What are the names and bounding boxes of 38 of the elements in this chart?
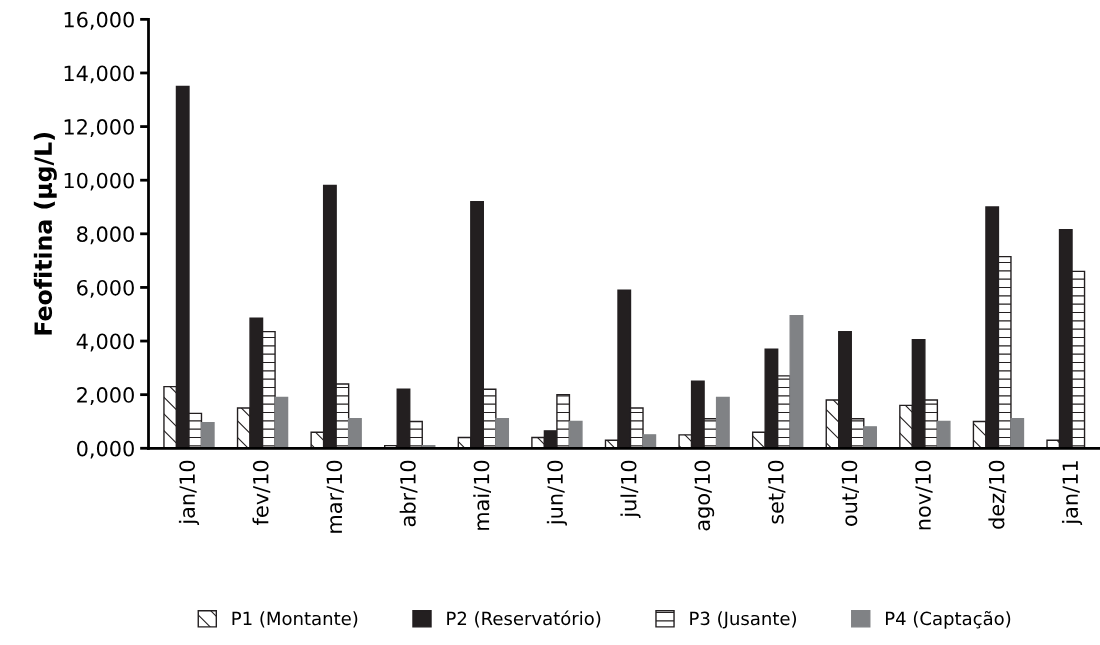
bar xyxy=(200,422,215,449)
legend-label: P3 (Jusante) xyxy=(690,611,797,629)
legend-label: P2 (Reservatório) xyxy=(447,610,601,628)
x-tick-label: abr/10 xyxy=(399,460,418,527)
x-tick-label: dez/10 xyxy=(988,460,1007,529)
y-tick-label: 16,000 xyxy=(64,11,134,30)
x-tick-label: jan/11 xyxy=(1061,461,1083,526)
y-tick-label: 2,000 xyxy=(77,387,134,405)
bar xyxy=(642,434,657,449)
y-tick-label: 0,000 xyxy=(77,440,134,459)
y-axis-title: Feofitina (µg/L) xyxy=(33,133,57,335)
bar xyxy=(274,396,289,449)
x-tick-label: set/10 xyxy=(767,460,786,524)
bar xyxy=(568,420,583,449)
y-tick-label: 10,000 xyxy=(64,172,134,191)
y-tick-label: 6,000 xyxy=(77,279,134,298)
bar xyxy=(347,418,362,449)
bar xyxy=(863,426,877,449)
x-tick-label: ago/10 xyxy=(694,460,715,531)
bar xyxy=(1010,418,1025,449)
y-tick-label: 4,000 xyxy=(76,333,134,352)
x-tick-label: mar/10 xyxy=(326,460,344,533)
legend-label: P4 (Captação) xyxy=(885,610,1011,629)
y-tick-label: 12,000 xyxy=(64,119,134,137)
bar xyxy=(495,418,510,449)
x-tick-label: nov/10 xyxy=(915,460,933,530)
x-tick-label: out/10 xyxy=(841,460,859,526)
y-tick-label: 8,000 xyxy=(77,226,134,245)
x-tick-label: mai/10 xyxy=(473,460,492,530)
y-tick-label: 14,000 xyxy=(64,65,134,84)
bar xyxy=(789,314,804,449)
bar xyxy=(715,396,730,449)
x-tick-label: jan/10 xyxy=(178,460,200,526)
x-tick-label: fev/10 xyxy=(252,460,271,525)
bar xyxy=(936,420,951,449)
legend-label: P1 (Montante) xyxy=(232,611,358,628)
x-tick-label: jun/10 xyxy=(546,460,567,526)
x-tick-label: jul/10 xyxy=(620,460,641,519)
